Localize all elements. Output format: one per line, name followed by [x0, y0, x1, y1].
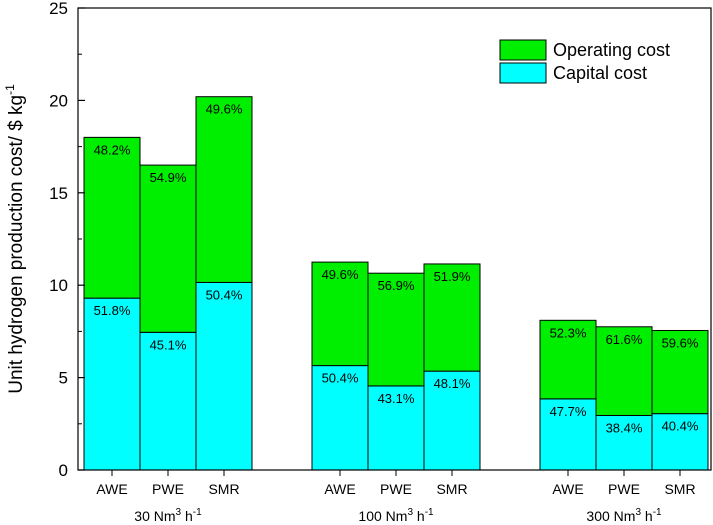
bar-capital-cost: [83, 297, 141, 471]
x-tick-label: PWE: [608, 481, 640, 497]
y-tick-label: 5: [59, 369, 68, 388]
legend-swatch: [499, 62, 547, 84]
data-label-operating: 59.6%: [662, 335, 699, 350]
group-label-superscript: 3: [407, 507, 413, 518]
data-label-operating: 48.2%: [94, 142, 131, 157]
legend-label: Capital cost: [553, 63, 647, 83]
x-tick-label: PWE: [380, 481, 412, 497]
x-tick-label: PWE: [152, 481, 184, 497]
data-label-capital: 51.8%: [94, 303, 131, 318]
group-label: 30 Nm3 h-1: [134, 507, 202, 524]
x-tick-label: SMR: [436, 481, 467, 497]
group-label-part: 100 Nm: [358, 508, 407, 524]
group-label-part: h: [413, 508, 425, 524]
bar-operating-cost: [139, 164, 197, 333]
group-label-superscript: 3: [635, 507, 641, 518]
group-label-superscript: -1: [193, 507, 202, 518]
x-tick-label: AWE: [552, 481, 583, 497]
bar-operating-cost: [367, 272, 425, 387]
data-label-operating: 49.6%: [322, 267, 359, 282]
y-tick-label: 20: [49, 91, 68, 110]
data-label-capital: 50.4%: [206, 287, 243, 302]
y-tick-label: 25: [49, 0, 68, 18]
data-label-operating: 61.6%: [606, 332, 643, 347]
x-tick-label: SMR: [664, 481, 695, 497]
bar-capital-cost: [139, 331, 197, 471]
y-tick-label: 15: [49, 184, 68, 203]
group-label: 300 Nm3 h-1: [586, 507, 662, 524]
group-label-superscript: -1: [653, 507, 662, 518]
data-label-capital: 47.7%: [550, 404, 587, 419]
group-label-part: 300 Nm: [586, 508, 635, 524]
data-label-capital: 43.1%: [378, 391, 415, 406]
bar-operating-cost: [423, 263, 481, 372]
y-tick-label: 10: [49, 276, 68, 295]
bar-operating-cost: [83, 136, 141, 299]
bar-capital-cost: [195, 281, 253, 471]
x-tick-label: AWE: [324, 481, 355, 497]
y-axis-label-main: Unit hydrogen production cost/ $ kg: [6, 95, 27, 394]
data-label-operating: 51.9%: [434, 269, 471, 284]
y-tick-label: 0: [59, 461, 68, 480]
bar-operating-cost: [311, 261, 369, 367]
data-label-capital: 40.4%: [662, 419, 699, 434]
group-label-superscript: -1: [425, 507, 434, 518]
bar-operating-cost: [595, 326, 653, 416]
data-label-capital: 48.1%: [434, 376, 471, 391]
data-label-operating: 52.3%: [550, 325, 587, 340]
bar-operating-cost: [651, 329, 709, 415]
legend-label: Operating cost: [553, 40, 670, 60]
bar-operating-cost: [539, 319, 597, 400]
legend-swatch: [499, 39, 547, 61]
x-tick-label: AWE: [96, 481, 127, 497]
data-label-operating: 56.9%: [378, 278, 415, 293]
group-label-part: h: [181, 508, 193, 524]
x-tick-label: SMR: [208, 481, 239, 497]
data-label-operating: 49.6%: [206, 102, 243, 117]
group-label: 100 Nm3 h-1: [358, 507, 434, 524]
bar-capital-cost: [651, 413, 709, 471]
group-label-superscript: 3: [176, 507, 182, 518]
y-axis-label: Unit hydrogen production cost/ $ kg-1: [3, 84, 27, 394]
data-label-capital: 50.4%: [322, 371, 359, 386]
bar-operating-cost: [195, 96, 253, 283]
data-label-operating: 54.9%: [150, 170, 187, 185]
data-label-capital: 45.1%: [150, 337, 187, 352]
group-label-part: h: [641, 508, 653, 524]
y-axis-label-superscript: -1: [3, 84, 17, 95]
group-label-part: 30 Nm: [134, 508, 175, 524]
data-label-capital: 38.4%: [606, 420, 643, 435]
